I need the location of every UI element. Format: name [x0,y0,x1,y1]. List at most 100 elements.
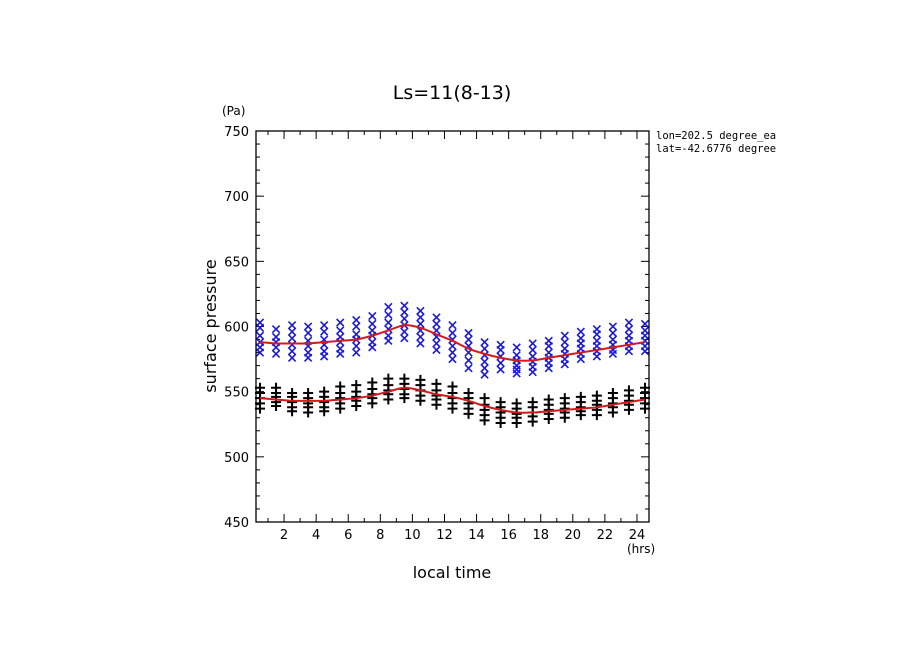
data-point-x-marker [287,327,297,336]
data-point-x-marker [432,345,441,355]
data-point-x-marker [303,348,313,357]
data-point-x-marker [287,353,297,362]
data-point-x-marker [303,322,313,331]
y-tick-label: 550 [224,386,249,401]
data-point-x-marker [448,328,457,338]
y-unit-label: (Pa) [222,104,245,118]
data-point-plus-marker [335,381,346,392]
data-point-x-marker [336,344,345,353]
data-point-plus-marker [287,387,298,398]
data-point-x-marker [416,332,425,342]
data-point-x-marker [560,331,569,340]
data-point-x-marker [608,328,618,338]
x-tick-label: 22 [597,528,614,543]
data-point-x-marker [400,301,409,310]
data-point-x-marker [400,314,409,323]
data-point-x-marker [480,344,489,353]
data-point-x-marker [336,332,345,342]
y-tick-label: 750 [224,125,249,140]
x-tick-label: 10 [404,528,421,543]
data-point-x-marker [624,324,634,334]
data-point-plus-marker [271,382,282,393]
data-point-x-marker [303,328,313,338]
x-tick-label: 12 [436,528,453,543]
x-unit-label: (hrs) [627,542,655,556]
data-point-x-marker [320,327,329,336]
data-point-x-marker [384,310,393,319]
data-point-x-marker [336,326,345,335]
data-point-x-marker [464,328,473,338]
data-point-x-marker [400,307,409,317]
data-point-x-marker [480,357,489,366]
data-point-plus-marker [607,387,618,398]
data-point-plus-marker [639,382,650,393]
data-point-x-marker [544,348,553,357]
data-point-x-marker [400,334,409,343]
chart-title: Ls=11(8-13) [393,82,512,104]
data-point-plus-marker [399,373,410,384]
data-point-x-marker [416,313,425,322]
plot-frame [255,130,650,523]
data-point-plus-marker [383,373,394,384]
data-point-x-marker [287,347,297,356]
data-point-x-marker [576,327,585,336]
data-point-x-marker [368,319,377,329]
data-point-x-marker [608,335,618,344]
data-point-x-marker [384,318,393,327]
data-point-plus-marker [591,390,602,401]
x-axis-label: local time [413,563,492,582]
data-point-plus-marker [495,397,506,408]
data-point-x-marker [464,335,473,344]
data-point-x-marker [448,341,457,351]
data-point-x-marker [352,330,361,339]
data-point-x-marker [528,345,537,355]
y-tick-label: 600 [224,321,249,336]
data-point-x-marker [480,364,489,373]
data-point-x-marker [255,331,265,340]
data-point-x-marker [368,337,377,347]
data-point-plus-marker [463,387,474,398]
y-tick-label: 650 [224,255,249,270]
x-tick-label: 20 [565,528,582,543]
data-point-x-marker [320,347,329,356]
x-tick-label: 16 [500,528,517,543]
data-point-plus-marker [431,378,442,389]
annotation-lon: lon=202.5 degree_ea [656,130,776,142]
y-tick-label: 700 [224,190,249,205]
data-point-x-marker [336,318,345,327]
fit-lines [259,324,646,414]
data-point-x-marker [432,339,441,348]
data-point-x-marker [384,331,393,340]
data-point-x-marker [592,336,602,346]
data-point-x-marker [448,348,457,357]
x-tick-label: 24 [629,528,646,543]
x-tick-label: 6 [344,528,352,543]
axis-tick-labels: 2 4 6 8 10 12 14 16 18 20 22 2445050055060065070075… [224,125,645,543]
x-tick-label: 4 [312,528,320,543]
data-point-plus-marker [447,381,458,392]
data-point-x-marker [352,315,361,325]
data-point-x-marker [432,319,441,329]
x-tick-label: 2 [280,528,288,543]
data-point-x-marker [464,364,473,373]
data-point-x-marker [255,318,265,327]
data-point-plus-marker [479,393,490,404]
data-point-plus-marker [303,387,314,398]
data-point-plus-marker [527,397,538,408]
data-point-x-marker [544,336,553,346]
data-point-plus-marker [319,386,330,397]
data-point-plus-marker [543,394,554,405]
data-point-x-marker [528,339,537,348]
data-point-x-marker [624,331,634,340]
data-point-x-marker [352,322,361,331]
data-point-x-marker [512,351,521,360]
data-point-x-marker [608,322,618,331]
data-point-x-marker [320,321,329,330]
data-point-x-marker [271,349,281,359]
y-tick-label: 500 [224,451,249,466]
data-point-x-marker [448,321,457,330]
data-point-plus-marker [559,393,570,404]
x-tick-label: 8 [376,528,384,543]
data-point-x-marker [592,324,602,334]
